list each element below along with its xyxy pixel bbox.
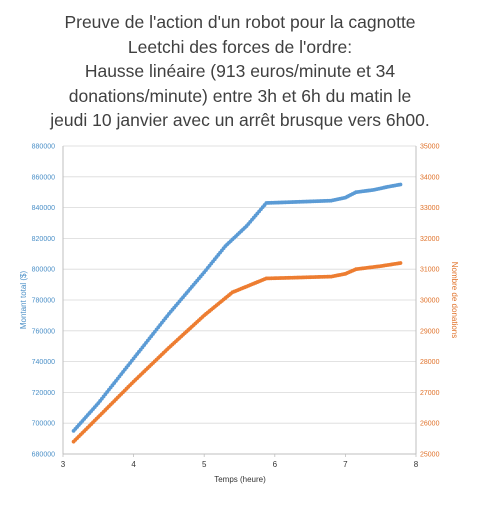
title-line: donations/minute) entre 3h et 6h du mati… — [68, 85, 412, 106]
x-tick-label: 6 — [273, 460, 278, 469]
y2-tick-label: 27000 — [420, 390, 440, 397]
y2-tick-label: 32000 — [420, 236, 440, 243]
x-tick-label: 5 — [202, 460, 207, 469]
y-tick-label: 700000 — [32, 421, 55, 428]
x-tick-label: 8 — [414, 460, 419, 469]
y-tick-label: 780000 — [32, 298, 55, 305]
y-tick-label: 840000 — [32, 205, 55, 212]
y-tick-label: 740000 — [32, 359, 55, 366]
title-line: Preuve de l'action d'un robot pour la ca… — [64, 12, 416, 32]
y2-tick-label: 25000 — [420, 452, 440, 459]
y-tick-label: 680000 — [32, 452, 55, 459]
y-tick-label: 800000 — [32, 267, 55, 274]
title-line: Hausse linéaire (913 euros/minute et 34 — [84, 61, 396, 81]
y2-tick-label: 30000 — [420, 298, 440, 305]
grid-lines — [63, 145, 416, 455]
amount-point — [398, 182, 403, 187]
y2-tick-label: 26000 — [420, 421, 440, 428]
y2-tick-label: 31000 — [420, 267, 440, 274]
tick-labels: 680000 700000 720000 740000 760000 780000 8000… — [32, 144, 440, 470]
x-tick-label: 7 — [343, 460, 348, 469]
chart-title: Preuve de l'action d'un robot pour la ca… — [0, 10, 480, 133]
y2-axis-title: Nombre de donations — [450, 262, 459, 339]
y2-tick-label: 33000 — [420, 205, 440, 212]
y2-tick-label: 29000 — [420, 328, 440, 335]
y-tick-label: 880000 — [32, 144, 55, 151]
data-points — [71, 182, 403, 444]
donation-point — [398, 261, 403, 265]
y2-tick-label: 28000 — [420, 359, 440, 366]
y-tick-label: 820000 — [32, 236, 55, 243]
series-amount — [71, 182, 403, 433]
x-axis-title: Temps (heure) — [214, 475, 266, 484]
axes — [62, 146, 417, 457]
x-tick-label: 4 — [131, 460, 136, 469]
y-axis-title: Montant total ($) — [19, 271, 28, 330]
title-line: jeudi 10 janvier avec un arrêt brusque v… — [50, 110, 430, 130]
series-donations — [71, 261, 403, 444]
y-tick-label: 720000 — [32, 390, 55, 397]
title-line: Leetchi des forces de l'ordre: — [127, 36, 353, 57]
y-tick-label: 860000 — [32, 174, 55, 181]
y2-tick-label: 35000 — [420, 144, 440, 151]
y-tick-label: 760000 — [32, 328, 55, 335]
x-tick-label: 3 — [61, 460, 66, 469]
y2-tick-label: 34000 — [420, 174, 440, 181]
